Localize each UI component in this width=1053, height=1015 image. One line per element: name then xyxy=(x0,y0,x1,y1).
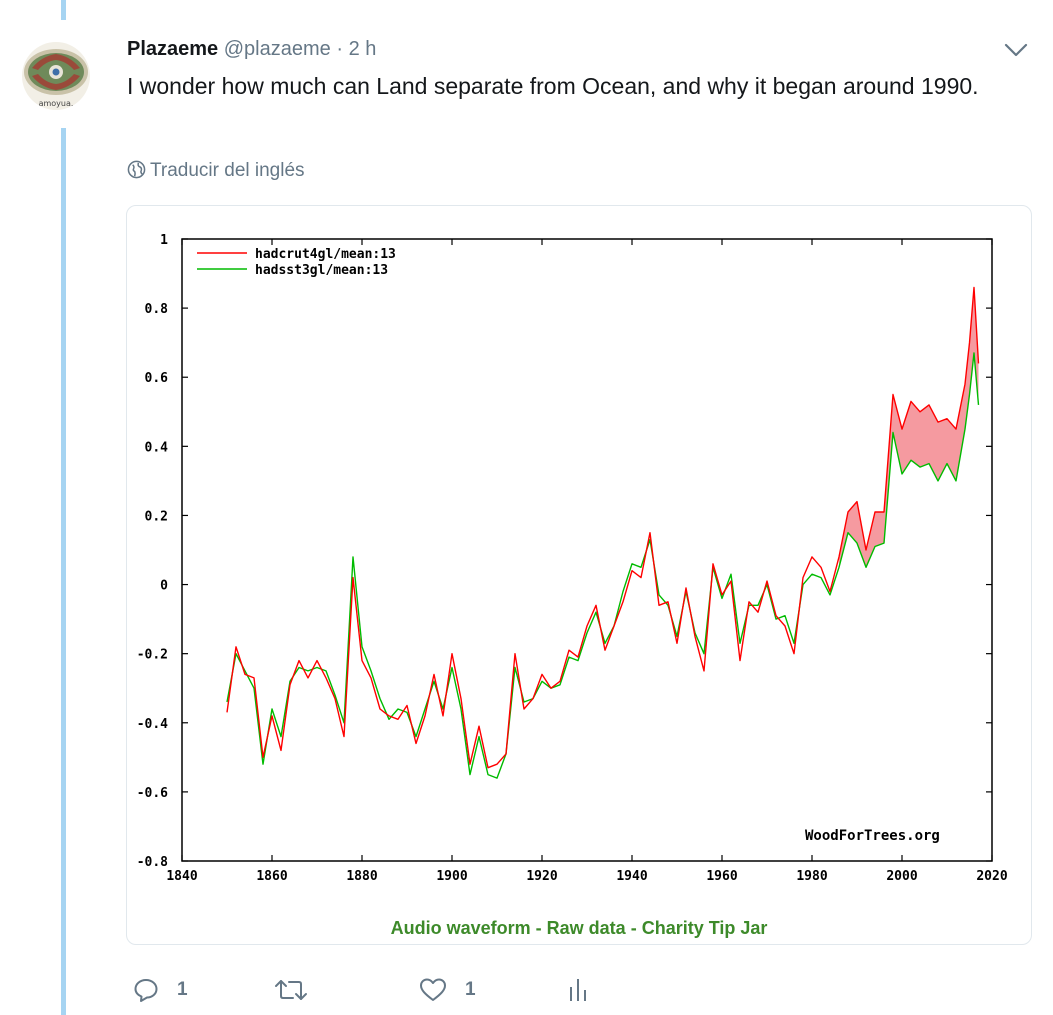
header-separator: · xyxy=(336,38,343,60)
x-tick-label: 1960 xyxy=(706,869,737,884)
difference-fill-segment xyxy=(848,501,857,544)
link-separator: - xyxy=(535,918,542,938)
avatar-image: amoyua. xyxy=(22,42,90,110)
reply-button[interactable]: 1 xyxy=(133,972,188,1008)
like-count: 1 xyxy=(465,979,476,1000)
more-options-chevron-down-icon[interactable] xyxy=(1003,40,1029,60)
axis-layer: 1840 1860 1880 1900 1920 1940 1960 1980 2000 2020… xyxy=(137,233,1008,884)
x-tick-label: 1980 xyxy=(796,869,827,884)
plot-frame xyxy=(181,238,993,862)
y-tick-label: 0.6 xyxy=(145,371,169,386)
y-tick-label: -0.2 xyxy=(137,648,168,663)
audio-waveform-link[interactable]: Audio waveform xyxy=(390,918,531,938)
avatar[interactable]: amoyua. xyxy=(22,42,90,110)
y-tick-label: -0.8 xyxy=(137,855,168,870)
reply-count: 1 xyxy=(177,979,188,1000)
legend-label-hadsst: hadsst3gl/mean:13 xyxy=(255,263,388,278)
difference-fill-segment xyxy=(920,404,929,468)
thread-line-top xyxy=(61,0,66,20)
tweet-time[interactable]: 2 h xyxy=(348,38,377,60)
difference-fill-segment xyxy=(929,404,938,481)
difference-fill-segment xyxy=(893,394,902,474)
x-tick-label: 1920 xyxy=(526,869,557,884)
translate-label: Traducir del inglés xyxy=(150,160,305,181)
retweet-icon xyxy=(275,980,307,1000)
y-tick-label: -0.4 xyxy=(137,717,168,732)
difference-fill-segment xyxy=(938,418,947,481)
series-line-hadsst3gl xyxy=(226,352,980,779)
y-tick-label: 0.2 xyxy=(145,509,168,524)
x-tick-label: 2020 xyxy=(976,869,1007,884)
author-name[interactable]: Plazaeme xyxy=(127,38,219,60)
difference-fill-segment xyxy=(947,418,956,481)
difference-fill-segment xyxy=(911,401,920,468)
x-tick-label: 2000 xyxy=(886,869,917,884)
x-tick-label: 1840 xyxy=(166,869,197,884)
series-layer xyxy=(226,286,980,779)
difference-fill xyxy=(839,287,979,568)
series-line-hadcrut4gl xyxy=(226,286,980,769)
y-tick-label: 1 xyxy=(160,233,168,248)
legend-label-hadcrut: hadcrut4gl/mean:13 xyxy=(255,247,396,262)
x-tick-label: 1940 xyxy=(616,869,647,884)
difference-fill-segment xyxy=(969,287,974,395)
x-tick-label: 1860 xyxy=(256,869,287,884)
translate-link[interactable]: Traducir del inglés xyxy=(127,158,305,184)
thread-line-bottom xyxy=(61,128,66,1015)
difference-fill-segment xyxy=(956,384,965,481)
tweet-text: I wonder how much can Land separate from… xyxy=(127,73,979,99)
difference-fill-segment xyxy=(857,501,866,568)
chart-credit: WoodForTrees.org xyxy=(805,828,940,844)
analytics-button[interactable] xyxy=(567,972,589,1008)
tweet-header: Plazaeme @plazaeme · 2 h xyxy=(127,36,376,62)
chart: 1840 1860 1880 1900 1920 1940 1960 1980 2000 2020… xyxy=(137,233,1008,884)
heart-icon xyxy=(420,978,446,1001)
difference-fill-segment xyxy=(965,342,970,430)
y-tick-label: -0.6 xyxy=(137,786,168,801)
difference-fill-segment xyxy=(866,511,875,568)
analytics-icon xyxy=(570,979,586,1001)
avatar-caption: amoyua. xyxy=(39,99,74,108)
raw-data-link[interactable]: Raw data xyxy=(546,918,626,938)
x-tick-label: 1900 xyxy=(436,869,467,884)
y-tick-label: 0 xyxy=(160,579,168,594)
reply-icon xyxy=(134,979,158,1002)
globe-icon xyxy=(127,160,146,179)
card-links: Audio waveform - Raw data - Charity Tip … xyxy=(127,918,1031,939)
difference-fill-segment xyxy=(875,511,884,547)
y-tick-label: 0.8 xyxy=(145,302,169,317)
charity-tip-jar-link[interactable]: Charity Tip Jar xyxy=(641,918,768,938)
retweet-button[interactable] xyxy=(274,972,326,1008)
media-card[interactable]: 1840 1860 1880 1900 1920 1940 1960 1980 2000 2020… xyxy=(126,205,1032,945)
author-handle[interactable]: @plazaeme xyxy=(223,38,331,60)
like-button[interactable]: 1 xyxy=(419,972,476,1008)
x-tick-label: 1880 xyxy=(346,869,377,884)
difference-fill-segment xyxy=(902,401,911,474)
legend: hadcrut4gl/mean:13 hadsst3gl/mean:13 xyxy=(197,247,396,278)
y-tick-label: 0.4 xyxy=(145,440,169,455)
link-separator: - xyxy=(630,918,637,938)
